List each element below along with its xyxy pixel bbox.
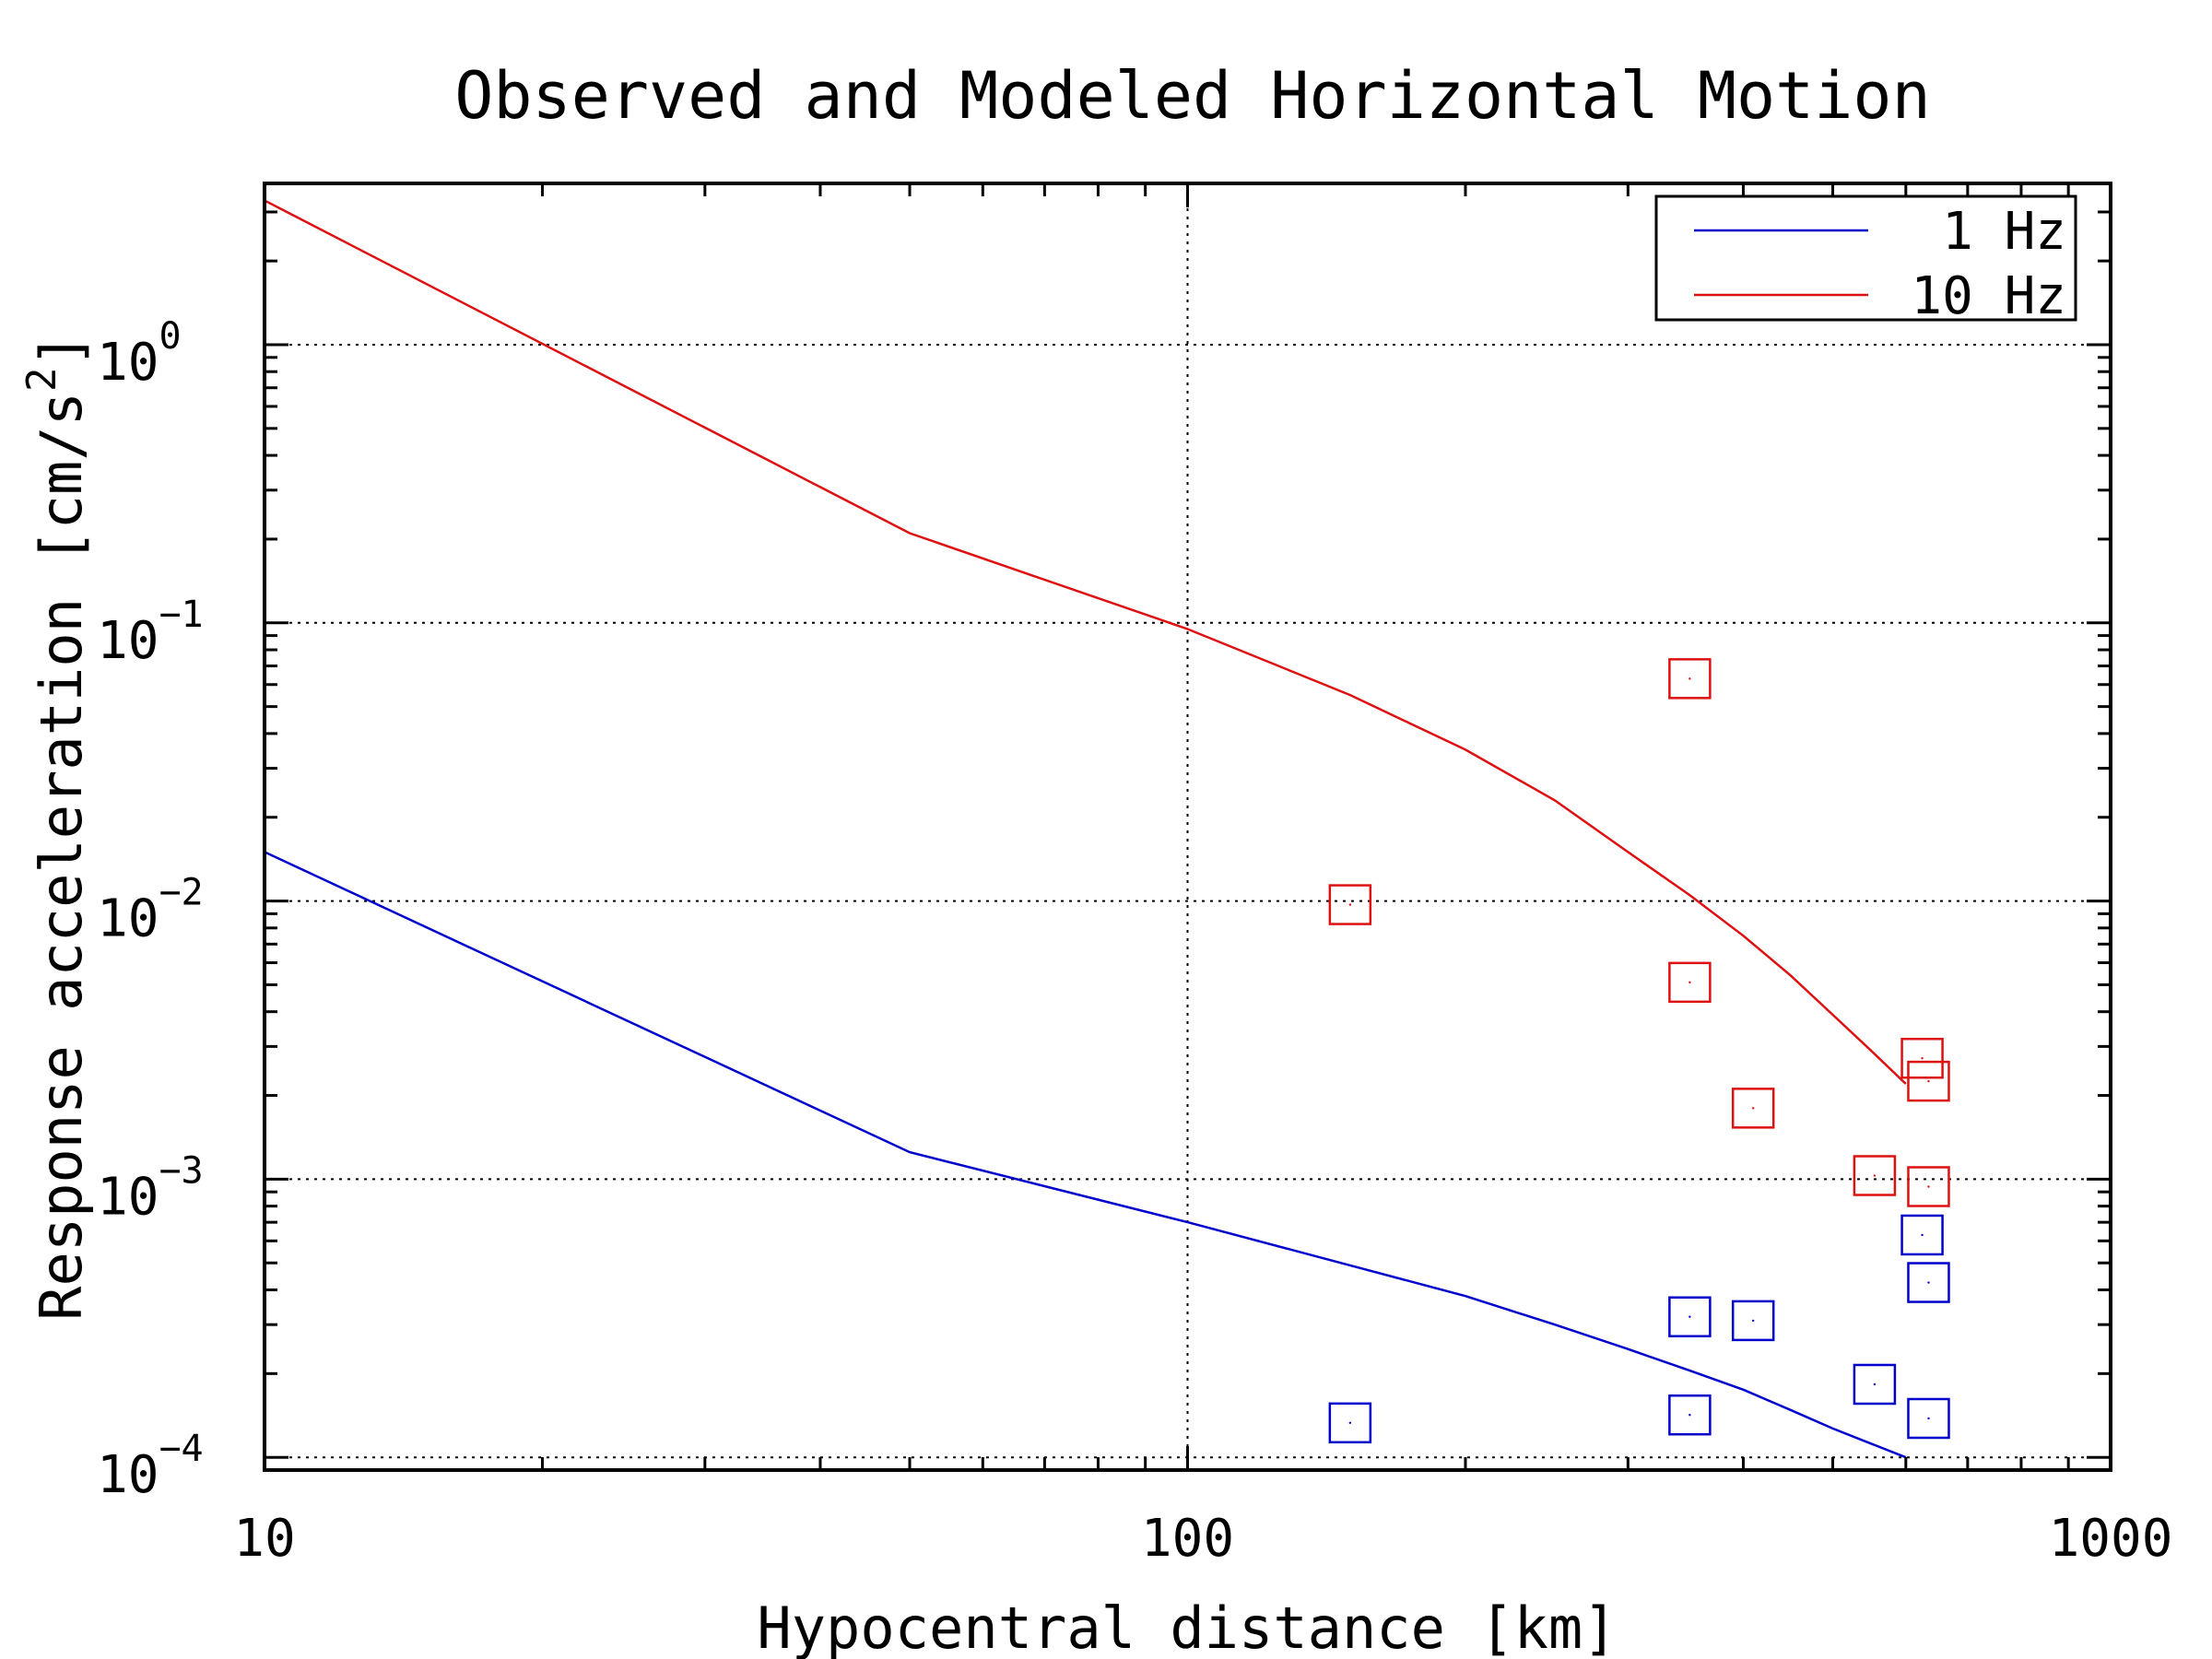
x-tick-labels: 10 100 1000 — [233, 1509, 2172, 1569]
observed-marker — [1668, 1394, 1712, 1436]
y-tick-labels: 10−4 10−3 10−2 10−1 100 — [97, 315, 204, 1505]
plot-area — [264, 199, 1907, 1459]
y-tick-label-0: 10−4 — [97, 1428, 204, 1505]
x-axis-label: Hypocentral distance [km] — [757, 1594, 1617, 1659]
y-axis-label: Response acceleration [cm/s2] — [18, 333, 95, 1321]
series-line-2 — [264, 199, 1907, 1085]
y-tick-label-4: 100 — [97, 315, 182, 393]
y-tick-label-3: 10−1 — [97, 594, 204, 671]
observed-marker — [1731, 1300, 1775, 1342]
observed-marker — [1731, 1088, 1775, 1129]
series-line-1 — [264, 851, 1907, 1459]
grid-lines — [265, 183, 2111, 1470]
legend-label-2: 10 Hz — [1911, 266, 2066, 326]
legend-label-1: 1 Hz — [1942, 202, 2066, 262]
observed-marker — [1853, 1363, 1897, 1406]
observed-marker — [1907, 1262, 1950, 1303]
observed-marker — [1668, 1296, 1712, 1337]
axis-ticks — [263, 183, 2111, 1472]
x-tick-label-0: 10 — [233, 1509, 295, 1569]
x-tick-label-2: 1000 — [2049, 1509, 2173, 1569]
observed-marker — [1328, 884, 1372, 925]
x-tick-label-1: 100 — [1141, 1509, 1234, 1569]
observed-marker — [1900, 1214, 1944, 1256]
legend-box — [1654, 194, 2077, 322]
observed-marker — [1853, 1155, 1897, 1196]
observed-marker — [1907, 1060, 1950, 1102]
y-tick-label-2: 10−2 — [97, 872, 204, 949]
observed-marker — [1668, 658, 1712, 700]
chart-title: Observed and Modeled Horizontal Motion — [454, 58, 1930, 134]
observed-marker — [1668, 961, 1712, 1004]
observed-marker — [1907, 1397, 1950, 1440]
observed-marker — [1907, 1166, 1950, 1207]
observed-marker — [1328, 1402, 1372, 1444]
observed-marker — [1900, 1037, 1944, 1079]
y-tick-label-1: 10−3 — [97, 1149, 204, 1227]
observed-markers — [1328, 658, 1950, 1444]
